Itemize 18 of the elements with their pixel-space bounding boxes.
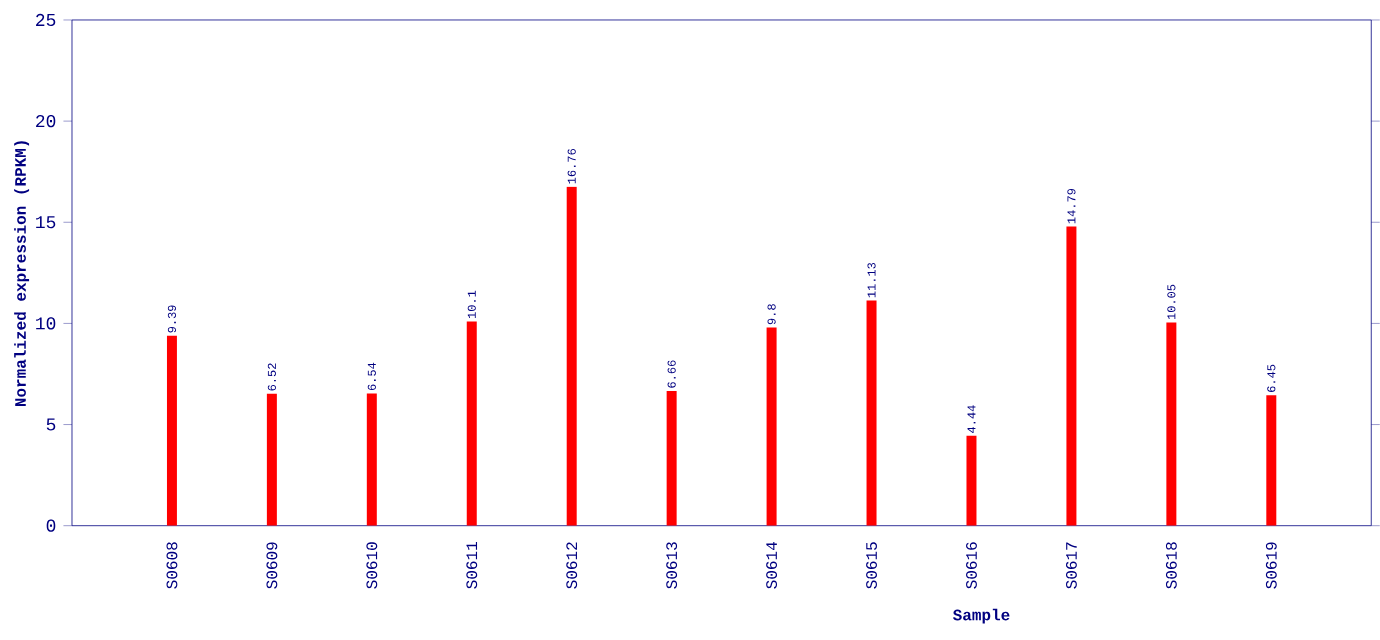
- bar: [866, 300, 877, 526]
- y-tick-label: 25: [36, 14, 56, 27]
- bar: [566, 186, 577, 526]
- bar: [366, 393, 377, 526]
- bar: [166, 335, 177, 526]
- bar: [1266, 395, 1277, 526]
- bar: [766, 327, 777, 526]
- bar: [966, 436, 977, 526]
- y-tick-label: 10: [36, 317, 56, 330]
- bar: [1066, 226, 1077, 526]
- bar: [266, 393, 277, 526]
- y-tick-label: 0: [46, 519, 56, 532]
- y-tick-label: 15: [36, 216, 56, 229]
- bar: [1166, 322, 1177, 526]
- bar: [666, 391, 677, 526]
- y-tick-label: 5: [46, 418, 56, 431]
- y-tick-label: 20: [36, 115, 56, 128]
- bar: [466, 321, 477, 526]
